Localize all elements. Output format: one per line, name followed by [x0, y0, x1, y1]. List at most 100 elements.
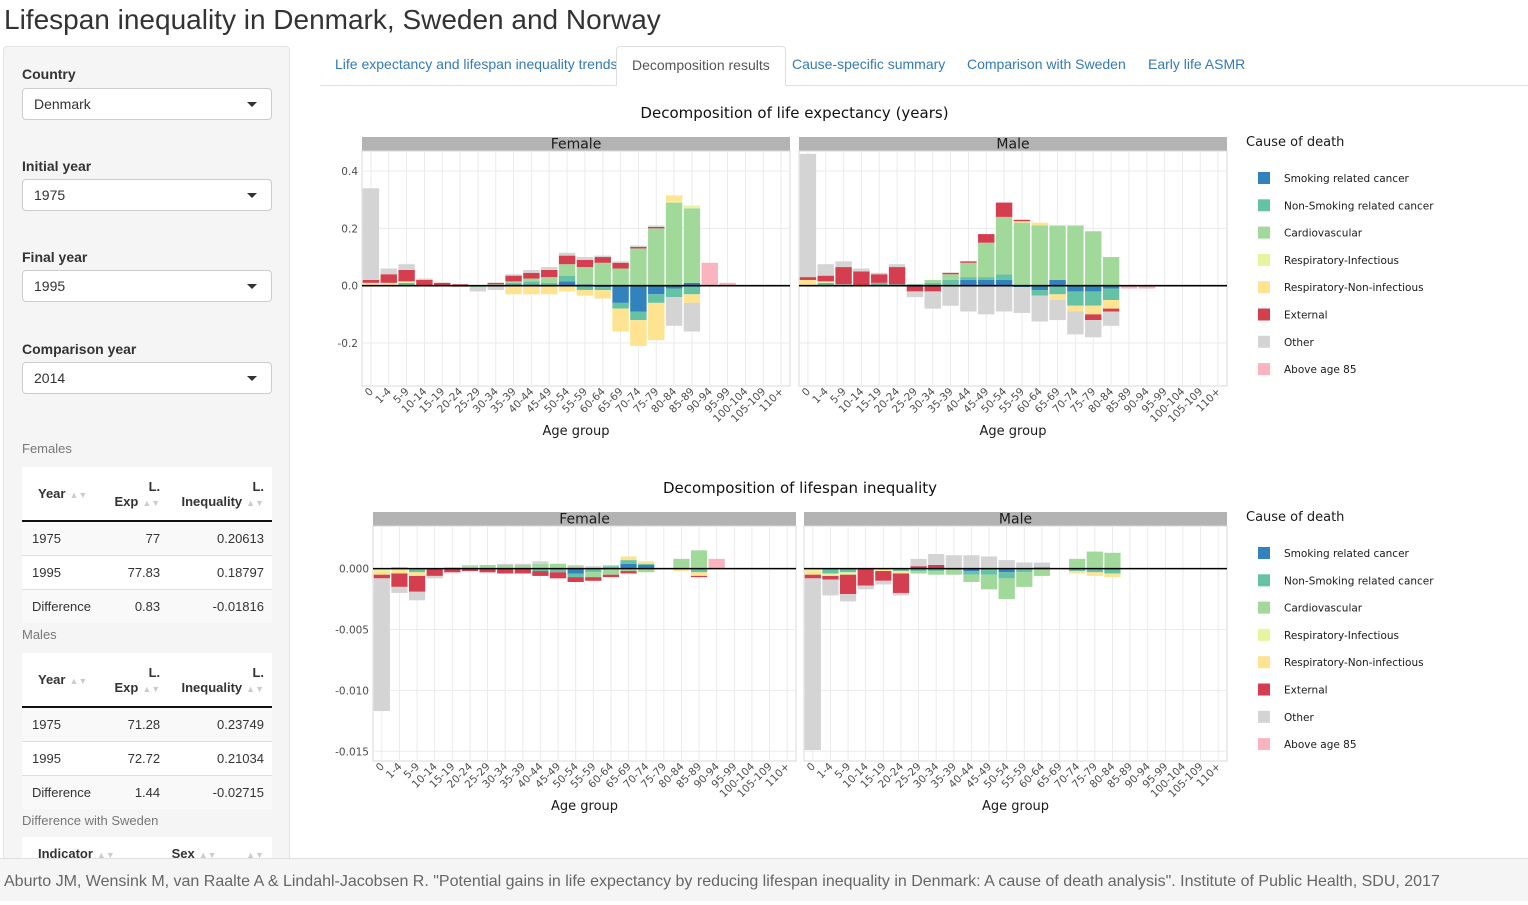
- bar-segment: [888, 264, 906, 268]
- bar-segment: [924, 279, 941, 283]
- header-year[interactable]: Year ▲▼: [22, 653, 104, 708]
- bar-segment: [373, 568, 390, 572]
- table-cell: Difference: [22, 589, 104, 623]
- bar-segment: [594, 257, 611, 263]
- bar-segment: [523, 278, 540, 282]
- bar-segment: [602, 568, 620, 575]
- tab-early-life-asmr[interactable]: Early life ASMR: [1148, 56, 1246, 72]
- tab-cause-summary[interactable]: Cause-specific summary: [792, 56, 946, 72]
- bar-segment: [690, 568, 708, 573]
- bar-segment: [1085, 314, 1102, 321]
- bar-segment: [549, 568, 567, 573]
- table-row[interactable]: Difference 0.83 -0.01816: [22, 589, 272, 623]
- tab-comparison-sweden[interactable]: Comparison with Sweden: [967, 56, 1126, 72]
- legend-swatch: [1258, 308, 1270, 321]
- bar-segment: [817, 275, 834, 282]
- chevron-down-icon: [247, 284, 257, 289]
- bar-segment: [665, 285, 683, 289]
- legend-swatch: [1258, 199, 1270, 212]
- legend-label: Above age 85: [1284, 364, 1357, 376]
- tab-trends[interactable]: Life expectancy and lifespan inequality …: [335, 56, 618, 72]
- facet-label: Female: [551, 137, 602, 153]
- final-year-value: 1995: [34, 278, 66, 294]
- bar-segment: [1049, 300, 1066, 321]
- bar-segment: [612, 302, 629, 309]
- bar-segment: [839, 572, 857, 575]
- bar-segment: [541, 277, 558, 283]
- plot-panel: [361, 150, 791, 387]
- header-lexp[interactable]: L. Exp ▲▼: [103, 653, 169, 708]
- bar-segment: [892, 568, 910, 572]
- y-tick-label: 0.4: [341, 166, 358, 178]
- legend-label: Above age 85: [1284, 739, 1357, 751]
- table-row[interactable]: 1995 77.83 0.18797: [22, 555, 272, 590]
- bar-segment: [701, 262, 718, 286]
- decomposition-charts: Decomposition of life expectancy (years)…: [335, 104, 1434, 814]
- bar-segment: [1120, 285, 1138, 289]
- bar-segment: [444, 568, 461, 573]
- header-year[interactable]: Year ▲▼: [22, 467, 104, 522]
- x-tick-label: 1-4: [373, 385, 394, 406]
- bar-segment: [888, 267, 906, 285]
- bar-segment: [648, 285, 665, 295]
- plot-panel: [798, 150, 1228, 387]
- bar-segment: [585, 568, 602, 573]
- bar-segment: [910, 568, 927, 572]
- comparison-year-select[interactable]: 2014: [22, 362, 272, 394]
- chevron-down-icon: [247, 376, 257, 381]
- y-tick-label: -0.005: [335, 624, 369, 636]
- bar-segment: [1016, 568, 1033, 573]
- tab-decomposition[interactable]: Decomposition results: [616, 46, 786, 86]
- legend-swatch: [1258, 547, 1270, 559]
- bar-segment: [416, 278, 433, 280]
- females-table: Year ▲▼ L. Exp ▲▼ L. Inequality ▲▼ 1975 77 0.20…: [22, 467, 272, 623]
- bar-segment: [683, 302, 701, 332]
- legend-label: Non-Smoking related cancer: [1284, 575, 1434, 587]
- bar-segment: [426, 568, 443, 576]
- bar-segment: [1086, 551, 1103, 569]
- bar-segment: [839, 594, 857, 602]
- bar-segment: [665, 297, 683, 326]
- final-year-select[interactable]: 1995: [22, 270, 272, 302]
- bar-segment: [822, 579, 839, 596]
- bar-segment: [690, 550, 708, 569]
- legend-label: Smoking related cancer: [1284, 548, 1410, 560]
- header-lineq[interactable]: L. Inequality ▲▼: [168, 467, 272, 522]
- bar-segment: [398, 281, 415, 283]
- header-lineq[interactable]: L. Inequality ▲▼: [168, 653, 272, 708]
- x-tick-label: 1-4: [815, 760, 836, 781]
- country-select[interactable]: Denmark: [22, 88, 272, 120]
- initial-year-select[interactable]: 1975: [22, 179, 272, 211]
- bar-segment: [1067, 225, 1084, 286]
- table-cell: 0.23749: [168, 706, 272, 742]
- bar-segment: [1102, 288, 1120, 301]
- bar-segment: [585, 577, 602, 581]
- bar-segment: [978, 277, 995, 280]
- bar-segment: [978, 234, 995, 243]
- chevron-down-icon: [247, 193, 257, 198]
- females-label: Females: [22, 441, 72, 456]
- table-row[interactable]: 1975 77 0.20613: [22, 520, 272, 556]
- bar-segment: [683, 294, 701, 303]
- bar-segment: [1031, 295, 1048, 322]
- comparison-year-label: Comparison year: [22, 341, 137, 357]
- facet-strip: [804, 512, 1227, 526]
- bar-segment: [871, 274, 888, 283]
- bar-segment: [648, 225, 665, 227]
- chevron-down-icon: [247, 102, 257, 107]
- bar-segment: [620, 571, 637, 574]
- bar-segment: [630, 245, 647, 248]
- app-title: Lifespan inequality in Denmark, Sweden a…: [4, 4, 661, 35]
- bar-segment: [1067, 311, 1084, 335]
- header-lexp[interactable]: L. Exp ▲▼: [103, 467, 169, 522]
- table-row[interactable]: Difference 1.44 -0.02715: [22, 775, 272, 809]
- bar-segment: [1013, 219, 1031, 222]
- bar-segment: [434, 282, 451, 286]
- table-row[interactable]: 1995 72.72 0.21034: [22, 741, 272, 776]
- bar-segment: [391, 586, 408, 593]
- bar-segment: [804, 578, 821, 751]
- comparison-year-value: 2014: [34, 370, 66, 386]
- table-row[interactable]: 1975 71.28 0.23749: [22, 706, 272, 742]
- sweden-label: Difference with Sweden: [22, 813, 159, 828]
- bar-segment: [799, 277, 817, 280]
